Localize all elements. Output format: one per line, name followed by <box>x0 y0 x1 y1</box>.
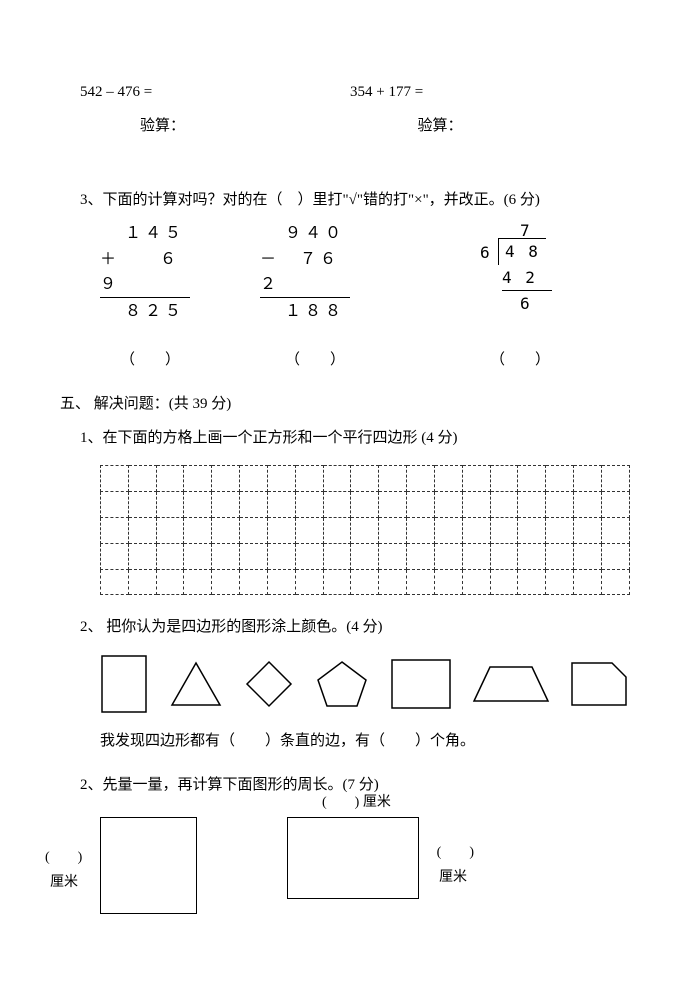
paren-1: （ ） <box>100 348 265 372</box>
cm-label-right: 厘米 <box>439 867 467 889</box>
shape-diamond <box>244 659 294 709</box>
calc3-quotient: 7 <box>520 218 532 244</box>
calc-block-1: １４５ ＋ ６９ ８２５ <box>100 220 260 323</box>
calc3-remainder: 6 <box>502 291 580 317</box>
calc-block-3: 7 6 4 8 4 2 6 <box>420 220 580 323</box>
measure-shape-2: ( ) 厘米 ( ) 厘米 <box>287 817 419 914</box>
equation-2: 354 + 177 = <box>350 80 620 104</box>
measure-shape-1: ( ) 厘米 <box>100 817 197 914</box>
blank-paren-left: ( ) <box>45 847 82 869</box>
equation-1: 542 – 476 = <box>60 80 350 104</box>
discovery-text: 我发现四边形都有（ ）条直的边，有（ ）个角。 <box>100 729 635 753</box>
section-5-heading: 五、 解决问题：(共 39 分) <box>60 392 635 416</box>
calc1-line2: ＋ ６９ <box>100 246 190 298</box>
paren-2: （ ） <box>265 348 430 372</box>
calc3-step: 4 2 <box>502 265 580 291</box>
question-5-1: 1、在下面的方格上画一个正方形和一个平行四边形 (4 分) <box>80 426 635 450</box>
question-3-text: 3、下面的计算对吗？对的在（ ）里打"√"错的打"×"，并改正。(6 分) <box>80 188 635 212</box>
calc2-line3: １８８ <box>260 298 420 324</box>
blank-paren-right: ( ) <box>437 842 474 864</box>
shape-triangle <box>168 659 224 709</box>
drawing-grid <box>100 465 630 595</box>
shape-pentagon <box>314 658 370 710</box>
shape-trapezoid <box>472 663 550 705</box>
verify-label-2: 验算： <box>358 114 636 138</box>
calc3-divisor: 6 <box>480 240 492 266</box>
calc-block-2: ９４０ － ７６２ １８８ <box>260 220 420 323</box>
question-5-2: 2、 把你认为是四边形的图形涂上颜色。(4 分) <box>80 615 635 639</box>
blank-cm-top: ( ) 厘米 <box>322 792 391 814</box>
shape-square <box>390 658 452 710</box>
cm-label-left: 厘米 <box>50 872 78 894</box>
verify-label-1: 验算： <box>60 114 358 138</box>
shape-cut-corner <box>570 661 628 707</box>
calc1-line1: １４５ <box>100 220 260 246</box>
calc2-line2: － ７６２ <box>260 246 350 298</box>
paren-3: （ ） <box>430 348 635 372</box>
calc2-line1: ９４０ <box>260 220 420 246</box>
shape-rectangle <box>100 654 148 714</box>
calc1-line3: ８２５ <box>100 298 260 324</box>
square-box-1 <box>100 817 197 914</box>
rect-box-2 <box>287 817 419 899</box>
shapes-row <box>100 654 635 714</box>
